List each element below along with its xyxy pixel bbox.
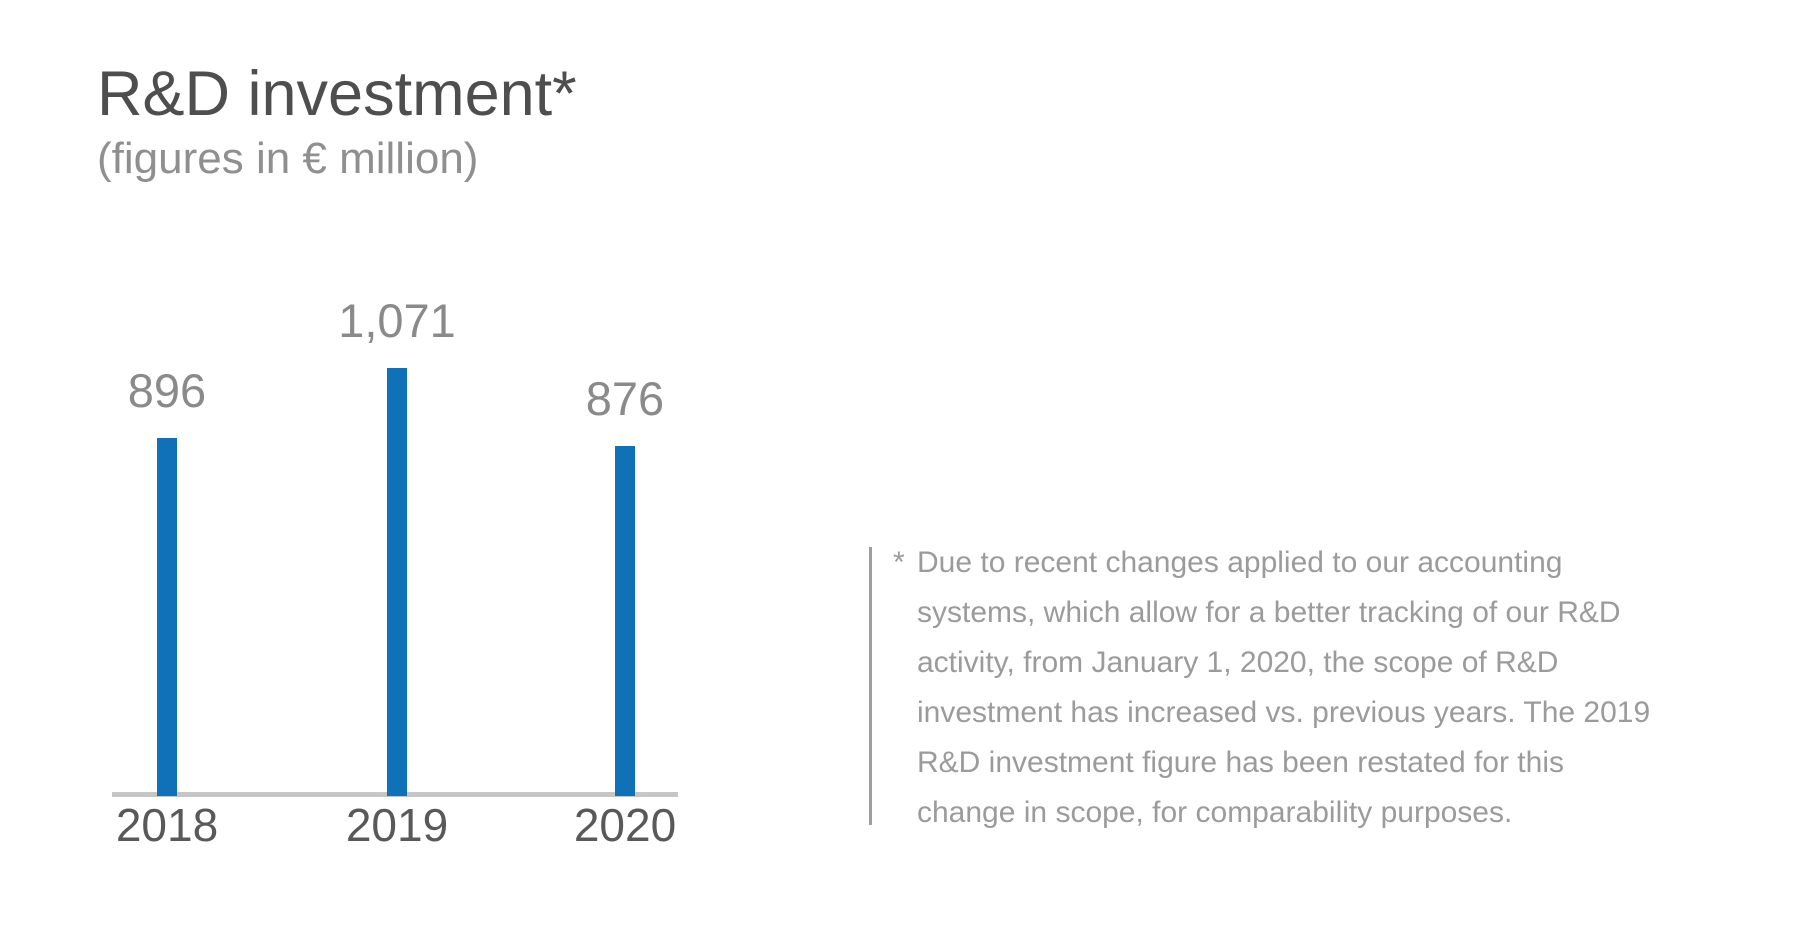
x-axis-label-2018: 2018: [115, 799, 219, 851]
chart-subtitle: (figures in € million): [97, 134, 479, 183]
value-label-2018: 896: [127, 363, 207, 417]
x-axis-label-2020: 2020: [573, 799, 677, 851]
footnote-line: R&D investment figure has been restated …: [917, 746, 1564, 779]
bar-2019: [387, 367, 407, 796]
bar-2018: [157, 437, 177, 796]
x-axis-label-2019: 2019: [345, 799, 449, 851]
value-label-2019: 1,071: [338, 293, 456, 347]
bar-2020: [615, 445, 635, 796]
footnote-text: Due to recent changes applied to our acc…: [917, 546, 1563, 579]
chart-title: R&D investment*: [97, 59, 577, 129]
footnote-line: investment has increased vs. previous ye…: [917, 696, 1651, 729]
footnote-line: change in scope, for comparability purpo…: [917, 796, 1513, 829]
footnote-line: * Due to recent changes applied to our ac…: [893, 538, 1650, 588]
footnote-marker: *: [893, 546, 905, 579]
footnote: * Due to recent changes applied to our ac…: [893, 538, 1650, 838]
footnote-line: activity, from January 1, 2020, the scop…: [917, 646, 1559, 679]
footnote-rule: [869, 547, 872, 825]
footnote-line: systems, which allow for a better tracki…: [917, 596, 1621, 629]
value-label-2020: 876: [585, 371, 665, 425]
